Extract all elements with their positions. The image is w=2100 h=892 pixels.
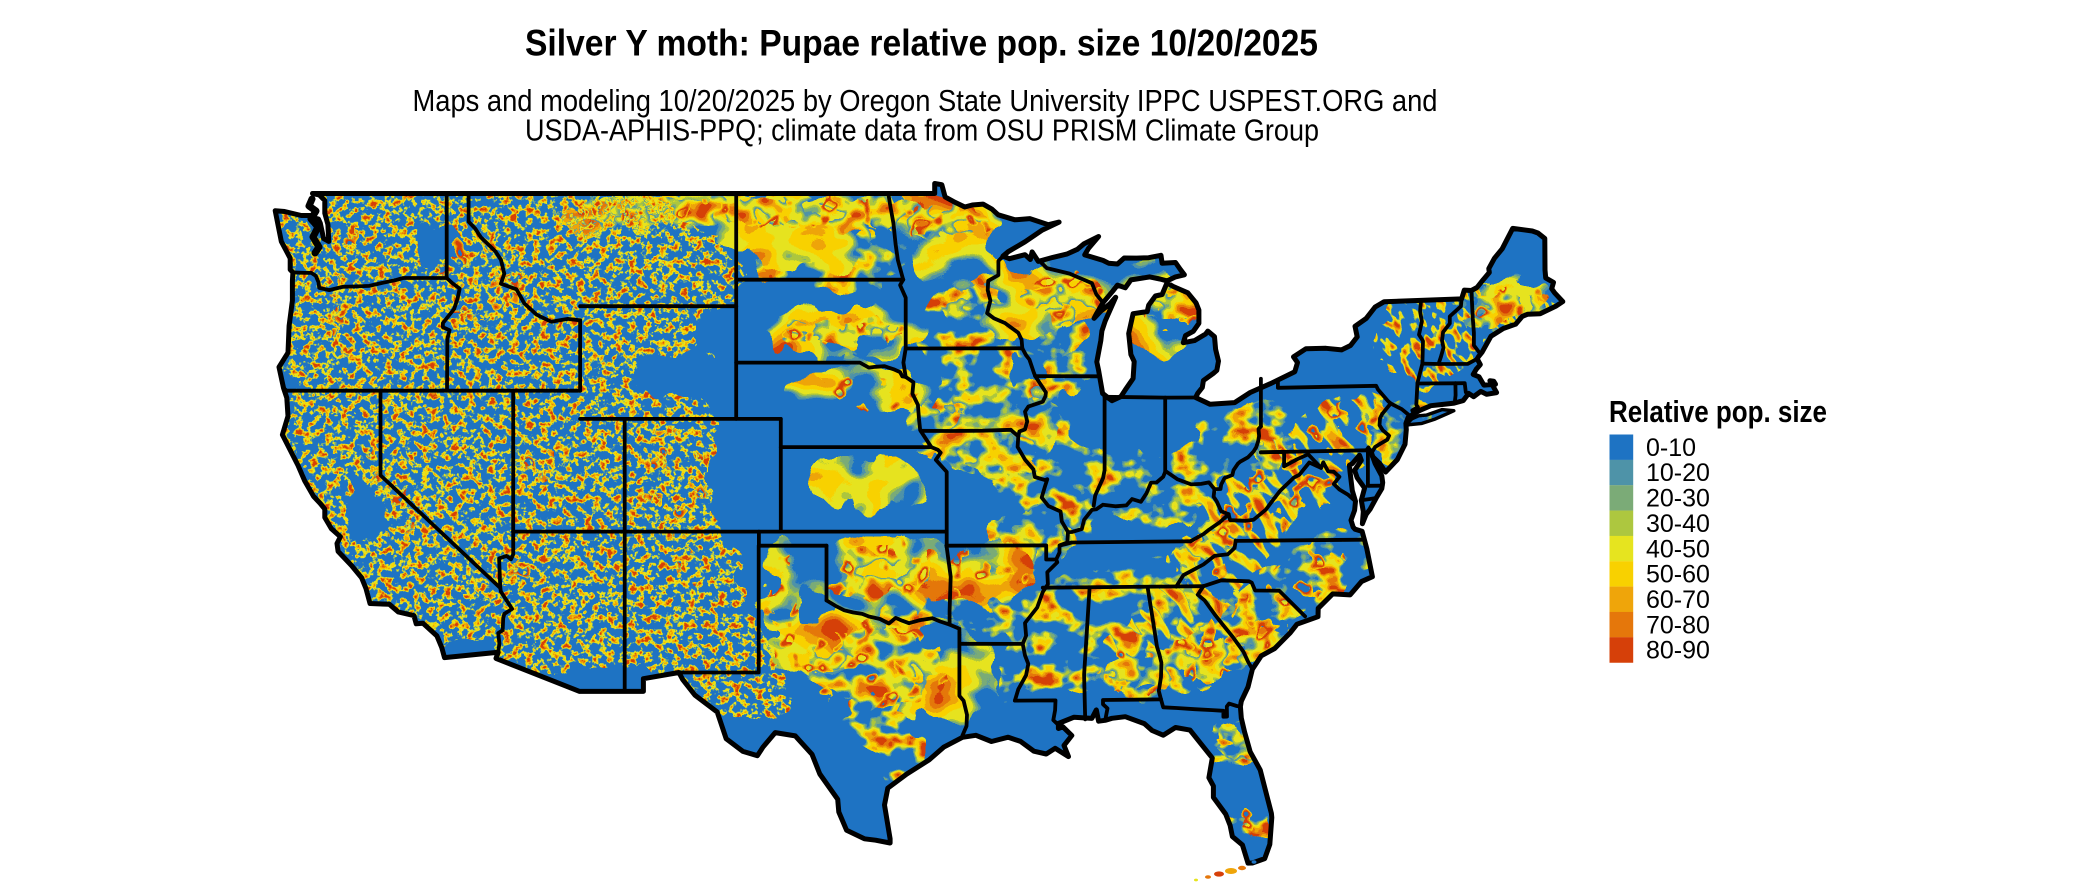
svg-text:40-50: 40-50 — [1646, 535, 1710, 563]
svg-text:70-80: 70-80 — [1646, 611, 1710, 639]
svg-text:Relative pop. size: Relative pop. size — [1609, 394, 1827, 429]
svg-text:10-20: 10-20 — [1646, 459, 1710, 487]
svg-text:80-90: 80-90 — [1646, 637, 1710, 665]
svg-text:50-60: 50-60 — [1646, 561, 1710, 589]
svg-text:USDA-APHIS-PPQ; climate data f: USDA-APHIS-PPQ; climate data from OSU PR… — [525, 113, 1319, 148]
svg-text:Silver Y moth: Pupae relative: Silver Y moth: Pupae relative pop. size … — [525, 23, 1318, 64]
svg-text:0-10: 0-10 — [1646, 434, 1696, 462]
svg-text:Maps and modeling 10/20/2025 b: Maps and modeling 10/20/2025 by Oregon S… — [413, 83, 1438, 118]
svg-text:60-70: 60-70 — [1646, 586, 1710, 614]
svg-text:20-30: 20-30 — [1646, 485, 1710, 513]
svg-text:30-40: 30-40 — [1646, 510, 1710, 538]
